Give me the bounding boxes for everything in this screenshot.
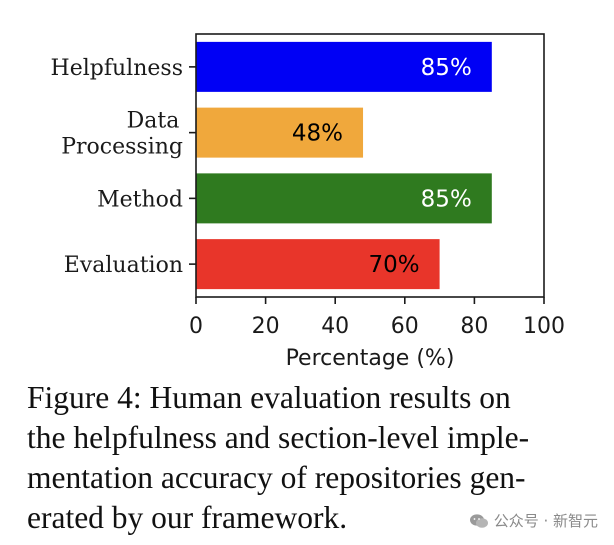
caption-line: the helpfulness and section-level imple-: [27, 420, 530, 455]
wechat-icon: [469, 513, 488, 528]
watermark: 公众号 · 新智元: [469, 510, 598, 531]
bar: [196, 173, 492, 224]
caption-line: mentation accuracy of repositories gen-: [27, 460, 526, 495]
x-tick-label: 40: [321, 314, 349, 339]
figure-caption: Figure 4: Human evaluation results on th…: [27, 378, 587, 538]
bar-chart: 85% 48% 85% 70% 0 20 40 60 80 100 Helpfulness Dat…: [51, 33, 565, 371]
bar-value-label: 48%: [292, 121, 343, 147]
bar-value-label: 70%: [368, 252, 419, 278]
y-tick-label: Data: [127, 109, 180, 134]
x-axis-title: Percentage (%): [286, 346, 455, 371]
caption-line: Figure 4: Human evaluation results on: [27, 380, 511, 415]
x-tick-label: 80: [460, 314, 488, 339]
caption-line: erated by our framework.: [27, 500, 348, 535]
y-tick-label: Evaluation: [64, 253, 183, 278]
bar: [196, 239, 440, 290]
bar: [196, 41, 492, 92]
x-tick-label: 20: [252, 314, 280, 339]
x-tick-label: 100: [523, 314, 565, 339]
bar: [196, 107, 364, 158]
bar-value-label: 85%: [421, 186, 472, 212]
y-tick-label: Processing: [61, 135, 183, 160]
watermark-text: 公众号 · 新智元: [493, 512, 598, 530]
x-tick-label: 0: [189, 314, 203, 339]
y-tick-label: Helpfulness: [51, 56, 183, 81]
bar-value-label: 85%: [421, 55, 472, 81]
y-tick-label: Method: [97, 187, 183, 212]
axes-frame: [195, 33, 545, 298]
x-tick-label: 60: [391, 314, 419, 339]
